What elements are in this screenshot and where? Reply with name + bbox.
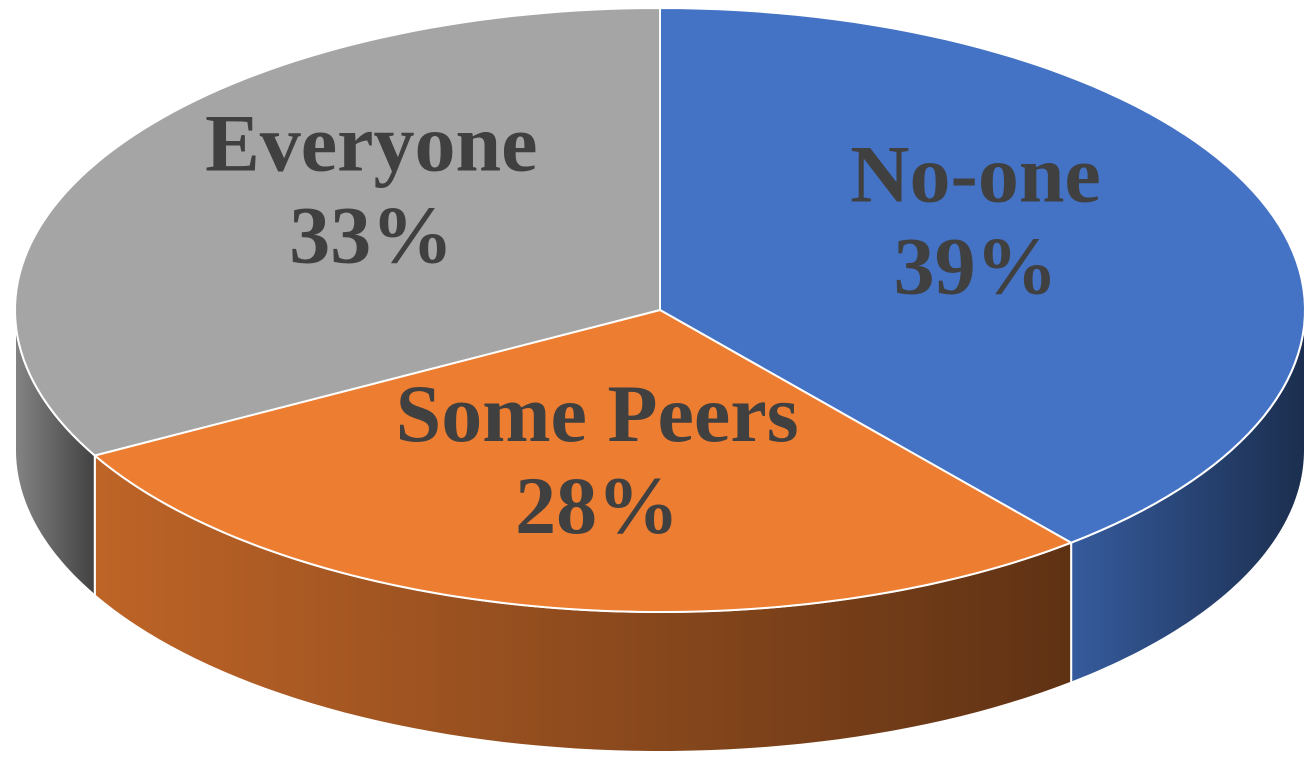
pie-slice [14,6,661,457]
slice-value-label: 33% [289,190,453,281]
slice-value-label: 28% [515,460,679,551]
pie-slice [92,308,1074,613]
slice-category-label: Some Peers [396,368,799,459]
slice-category-label: Everyone [205,98,537,189]
slice-category-label: No-one [850,128,1101,219]
pie-slice [659,6,1306,544]
slice-value-label: 39% [894,220,1058,311]
